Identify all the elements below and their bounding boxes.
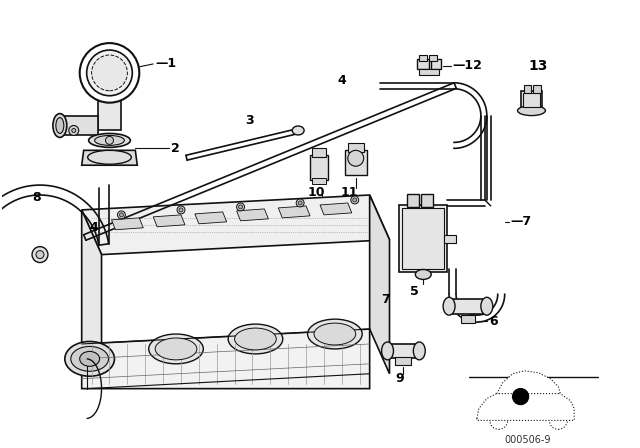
Polygon shape (57, 116, 97, 135)
Bar (419, 69, 439, 75)
Text: 4: 4 (90, 221, 99, 234)
Bar (520, 91, 543, 108)
Bar (388, 344, 419, 358)
Polygon shape (97, 99, 122, 130)
Polygon shape (111, 218, 143, 230)
Ellipse shape (80, 351, 100, 366)
Bar (417, 59, 429, 69)
Ellipse shape (443, 297, 455, 315)
Ellipse shape (381, 342, 394, 360)
Circle shape (86, 50, 132, 96)
Ellipse shape (155, 338, 197, 360)
Bar (312, 148, 326, 157)
Circle shape (120, 213, 124, 217)
Polygon shape (82, 195, 390, 254)
Polygon shape (82, 151, 138, 165)
Bar (396, 357, 412, 365)
Polygon shape (82, 329, 370, 388)
Circle shape (490, 411, 508, 429)
Text: 9: 9 (395, 372, 404, 385)
Bar (408, 194, 419, 207)
Text: 8: 8 (32, 191, 41, 204)
Bar (461, 315, 475, 323)
Circle shape (92, 55, 127, 91)
Polygon shape (82, 210, 102, 388)
Circle shape (348, 151, 364, 166)
Circle shape (36, 250, 44, 258)
Ellipse shape (56, 117, 64, 134)
Text: 3: 3 (246, 114, 254, 127)
Circle shape (296, 199, 304, 207)
Circle shape (32, 247, 48, 263)
Circle shape (72, 129, 76, 133)
Bar (534, 85, 541, 93)
Bar (431, 59, 441, 69)
Text: 4: 4 (338, 74, 347, 87)
Ellipse shape (228, 324, 283, 354)
Polygon shape (153, 215, 185, 227)
Bar (312, 178, 326, 184)
Polygon shape (320, 203, 352, 215)
Text: 7: 7 (381, 293, 390, 306)
Polygon shape (370, 195, 390, 374)
Bar (403, 208, 444, 270)
Ellipse shape (88, 151, 131, 164)
Text: 5: 5 (410, 285, 419, 298)
Bar (429, 55, 437, 61)
Ellipse shape (292, 126, 304, 135)
Circle shape (513, 388, 529, 405)
Polygon shape (278, 206, 310, 218)
Bar (310, 155, 328, 180)
Circle shape (237, 203, 244, 211)
Bar (421, 194, 433, 207)
Ellipse shape (71, 346, 109, 371)
Text: 11: 11 (341, 185, 358, 198)
Bar (399, 205, 447, 272)
Ellipse shape (89, 134, 131, 147)
Ellipse shape (53, 114, 67, 138)
Ellipse shape (65, 341, 115, 376)
Text: —7: —7 (511, 215, 532, 228)
Circle shape (298, 201, 302, 205)
Polygon shape (237, 209, 268, 221)
Ellipse shape (481, 297, 493, 315)
Ellipse shape (518, 106, 545, 116)
Ellipse shape (95, 135, 124, 145)
Circle shape (239, 205, 243, 209)
Bar (449, 299, 487, 314)
Text: 2: 2 (171, 142, 180, 155)
Bar (419, 55, 428, 61)
Circle shape (353, 198, 356, 202)
Text: 000506-9: 000506-9 (504, 435, 551, 445)
Bar (345, 151, 367, 175)
Bar (444, 235, 456, 243)
Circle shape (351, 196, 359, 204)
Circle shape (177, 206, 185, 214)
Ellipse shape (314, 323, 356, 345)
Text: 10: 10 (307, 185, 324, 198)
Bar (523, 93, 540, 107)
Text: 6: 6 (489, 314, 497, 327)
Circle shape (549, 411, 567, 429)
Bar (524, 85, 531, 93)
Ellipse shape (415, 270, 431, 280)
Polygon shape (195, 212, 227, 224)
Polygon shape (497, 371, 560, 394)
Ellipse shape (148, 334, 204, 364)
Circle shape (179, 208, 183, 212)
Circle shape (80, 43, 140, 103)
Ellipse shape (235, 328, 276, 350)
Circle shape (68, 125, 79, 135)
Polygon shape (477, 388, 574, 420)
Bar (348, 143, 364, 152)
Text: 13: 13 (529, 59, 548, 73)
Circle shape (117, 211, 125, 219)
Ellipse shape (308, 319, 362, 349)
Text: —1: —1 (155, 57, 176, 70)
Ellipse shape (413, 342, 425, 360)
Circle shape (106, 137, 113, 144)
Text: —12: —12 (452, 60, 482, 73)
